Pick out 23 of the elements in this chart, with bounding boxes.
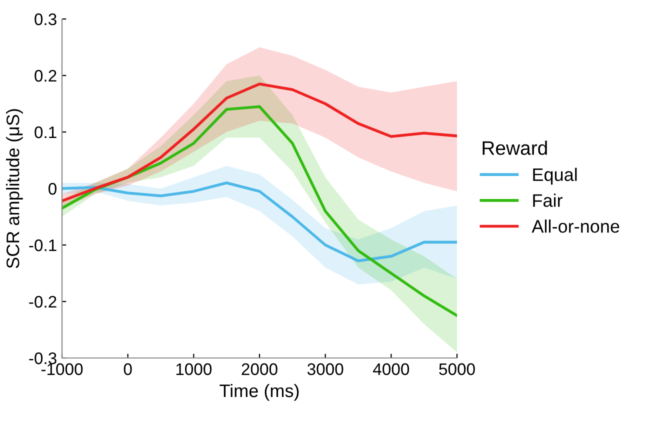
x-tick-label: 1000	[176, 363, 212, 376]
x-tick-label: 4000	[373, 363, 410, 376]
legend-label: All-or-none	[532, 220, 620, 233]
y-tick-label: 0.2	[34, 70, 56, 82]
x-tick-label: 0	[124, 363, 132, 376]
x-tick-label: 2000	[242, 363, 278, 376]
legend-label: Equal	[533, 168, 577, 185]
line-series	[62, 82, 457, 202]
y-axis-title: SCR amplitude (μS)	[6, 109, 23, 268]
line-series	[62, 105, 457, 318]
x-tick-label: -1000	[41, 363, 83, 376]
y-tick-label: -0.2	[29, 296, 56, 308]
y-tick-label: 0.3	[34, 13, 56, 26]
y-tick-label: -0.1	[29, 239, 56, 252]
line-series	[62, 181, 457, 262]
y-tick-label: -0.3	[29, 352, 56, 364]
legend-label: Fair	[533, 194, 562, 207]
x-axis-title: Time (ms)	[220, 384, 299, 401]
y-tick-label: 0	[48, 182, 56, 195]
x-tick-label: 5000	[439, 363, 475, 376]
legend-title: Reward	[482, 140, 547, 155]
y-tick-label: 0.1	[34, 126, 56, 138]
x-tick-label: 3000	[307, 363, 344, 376]
